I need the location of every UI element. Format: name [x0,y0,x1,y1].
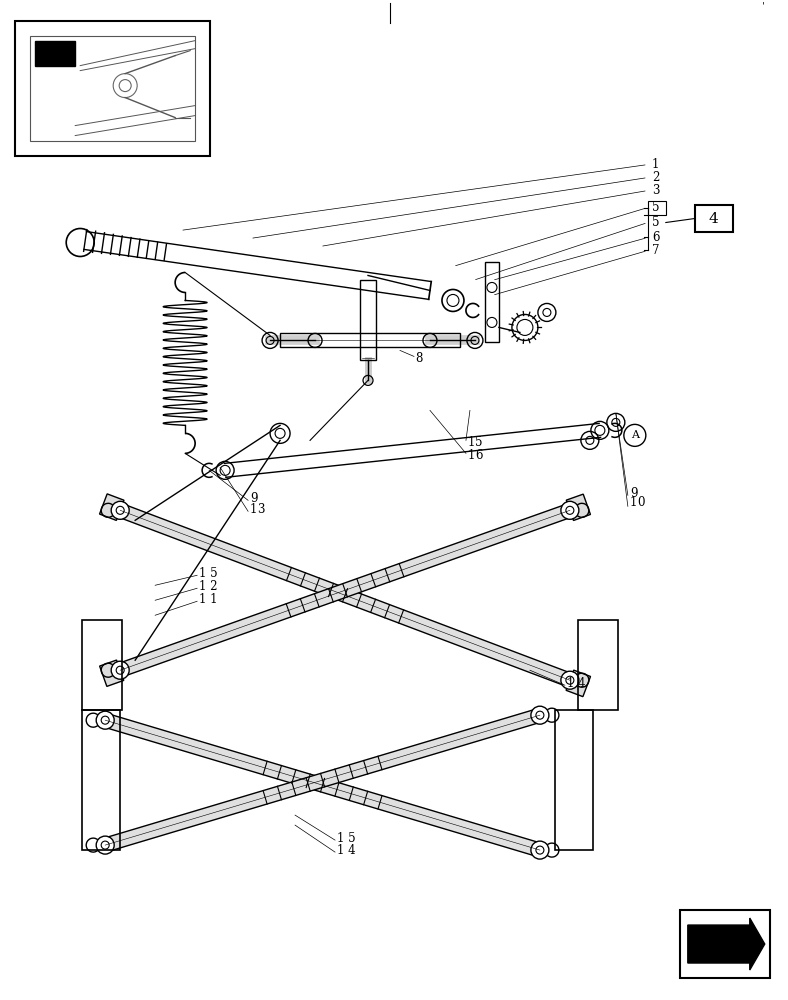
Bar [82,710,121,850]
Polygon shape [99,660,124,686]
Text: 5: 5 [652,216,660,229]
Text: 1 4: 1 4 [567,677,585,690]
Text: 8: 8 [415,352,422,365]
Polygon shape [103,713,542,857]
Circle shape [111,501,129,519]
Text: 1 5: 1 5 [337,832,355,845]
Circle shape [536,846,544,854]
Text: 1: 1 [630,496,637,509]
Text: 0: 0 [637,496,645,509]
Text: 1 5: 1 5 [199,567,217,580]
Text: 3: 3 [257,503,265,516]
Bar [648,201,666,215]
Bar [30,36,195,141]
Bar [280,333,460,347]
Text: 1: 1 [652,158,660,171]
Circle shape [561,671,579,689]
Text: 6: 6 [475,449,482,462]
Bar [555,710,593,850]
Text: 7: 7 [652,244,660,257]
Circle shape [96,836,114,854]
Text: 1 2: 1 2 [199,580,217,593]
Polygon shape [118,504,572,677]
Polygon shape [35,41,75,66]
Circle shape [116,666,125,674]
Text: 1: 1 [468,436,475,449]
Text: 6: 6 [652,231,660,244]
Circle shape [96,711,114,729]
Text: 9: 9 [250,492,258,505]
Circle shape [566,676,574,684]
Text: 3: 3 [652,184,660,197]
Text: ': ' [762,1,764,10]
Polygon shape [567,494,590,520]
Bar [15,21,210,156]
Bar [695,205,733,232]
Polygon shape [117,504,572,687]
Text: 2: 2 [652,171,660,184]
Bar [82,620,122,710]
Circle shape [566,506,574,514]
Circle shape [561,501,579,519]
Text: 5: 5 [475,436,482,449]
Bar [485,262,499,342]
Circle shape [536,711,544,719]
Text: 1: 1 [250,503,258,516]
Polygon shape [688,918,765,970]
Circle shape [531,706,549,724]
Polygon shape [566,670,590,697]
Circle shape [116,506,125,514]
Bar [360,280,376,360]
Bar [680,910,770,978]
Bar [578,620,618,710]
Circle shape [101,716,110,724]
Text: 5: 5 [652,201,660,214]
Circle shape [101,841,110,849]
Circle shape [111,661,129,679]
Text: 1 1: 1 1 [199,593,217,606]
Text: 1: 1 [468,449,475,462]
Text: A: A [631,430,639,440]
Text: 9: 9 [630,487,637,500]
Polygon shape [99,494,124,520]
Text: 1 4: 1 4 [337,844,355,857]
Text: 4: 4 [709,212,719,226]
Circle shape [531,841,549,859]
Polygon shape [103,708,542,852]
